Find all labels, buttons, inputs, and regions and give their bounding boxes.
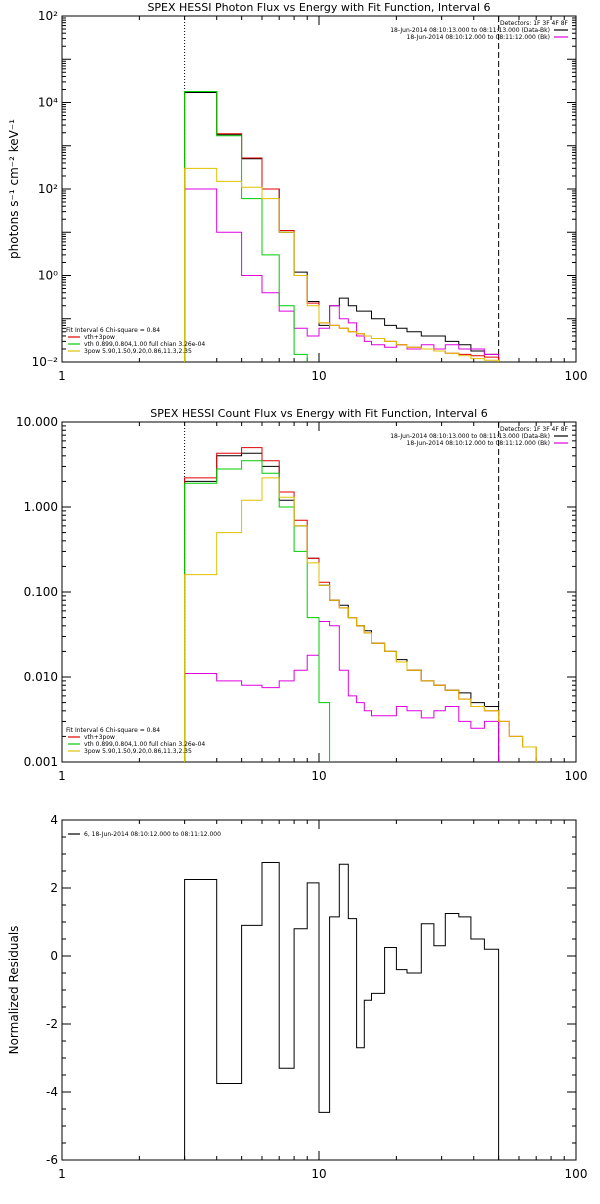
legend-entry: 3pow 5.90,1.50,9.20,0.86,11.3,2.35	[84, 748, 192, 755]
y-tick-label: 0.001	[24, 755, 58, 769]
series-line-4	[184, 91, 308, 362]
x-tick-label: 10	[311, 769, 326, 783]
series-group	[184, 862, 500, 1160]
y-tick-label: 4	[50, 813, 58, 827]
y-tick-label: 2	[50, 881, 58, 895]
series-line-2	[184, 621, 500, 762]
chart-title: SPEX HESSI Photon Flux vs Energy with Fi…	[147, 1, 490, 14]
y-tick-label: 0	[50, 949, 58, 963]
legend-entry: vth 0.899,0.804,1.00 full chian 3.26e-04	[84, 341, 205, 348]
y-tick-label: -6	[46, 1153, 58, 1167]
series-line-5	[184, 477, 537, 762]
y-axis-label: photons s⁻¹ cm⁻² keV⁻¹	[7, 119, 21, 259]
series-group	[184, 91, 500, 362]
series-line-3	[184, 447, 537, 762]
legend-entry: 18-Jun-2014 08:10:13.000 to 08:11:13.000…	[390, 433, 550, 440]
y-tick-label: 10⁴	[38, 96, 58, 110]
legend-entry: vth+3pow	[84, 334, 115, 341]
chart-panel-1: SPEX HESSI Photon Flux vs Energy with Fi…	[7, 1, 587, 383]
y-tick-label: 10²	[38, 9, 58, 23]
series-group	[184, 447, 537, 762]
chart-panel-2: SPEX HESSI Count Flux vs Energy with Fit…	[16, 407, 588, 783]
series-line-5	[184, 167, 500, 362]
y-tick-label: -4	[46, 1085, 58, 1099]
y-tick-label: 10²	[38, 182, 58, 196]
y-tick-label: 0.100	[24, 585, 58, 599]
series-line-2	[184, 188, 500, 362]
series-line-4	[184, 460, 340, 762]
x-tick-label: 1	[58, 769, 66, 783]
x-tick-label: 1	[58, 369, 66, 383]
x-tick-label: 100	[565, 1167, 588, 1181]
x-tick-label: 10	[311, 369, 326, 383]
y-tick-label: -2	[46, 1017, 58, 1031]
y-tick-label: 10⁰	[38, 269, 58, 283]
series-line-1	[184, 862, 500, 1160]
legend-header: Detectors: 1F 3F 4F 8F	[500, 426, 569, 433]
legend-entry: 18-Jun-2014 08:10:12.000 to 08:11:12.000…	[407, 34, 550, 41]
legend-entry: 18-Jun-2014 08:10:12.000 to 08:11:12.000…	[407, 440, 550, 447]
legend-entry: 3pow 5.90,1.50,9.20,0.86,11.3,2.35	[84, 348, 192, 355]
y-tick-label: 10⁻²	[32, 355, 59, 369]
legend-entry: 18-Jun-2014 08:10:13.000 to 08:11:13.000…	[390, 27, 550, 34]
x-tick-label: 10	[311, 1167, 326, 1181]
series-line-3	[184, 91, 500, 362]
legend-header: Fit Interval 6 Chi-square = 0.84	[66, 327, 160, 334]
legend-header: Detectors: 1F 3F 4F 8F	[500, 20, 569, 27]
chart-panel-3: Normalized Residuals 1 10 100 4 2 0 -2 -4 -6 6, 18…	[7, 813, 587, 1181]
x-tick-label: 1	[58, 1167, 66, 1181]
y-tick-label: 10.000	[16, 415, 58, 429]
y-tick-label: 1.000	[24, 500, 58, 514]
chart-title: SPEX HESSI Count Flux vs Energy with Fit…	[150, 407, 487, 420]
y-tick-label: 0.010	[24, 670, 58, 684]
x-tick-label: 100	[565, 369, 588, 383]
y-axis-label: Normalized Residuals	[7, 926, 21, 1055]
legend-header: Fit Interval 6 Chi-square = 0.84	[66, 727, 160, 734]
legend-entry: vth 0.899,0.804,1.00 full chian 3.26e-04	[84, 741, 205, 748]
legend-entry: vth+3pow	[84, 734, 115, 741]
x-tick-label: 100	[565, 769, 588, 783]
legend-entry: 6, 18-Jun-2014 08:10:12.000 to 08:11:12.…	[84, 831, 221, 838]
series-line-1	[184, 92, 500, 362]
